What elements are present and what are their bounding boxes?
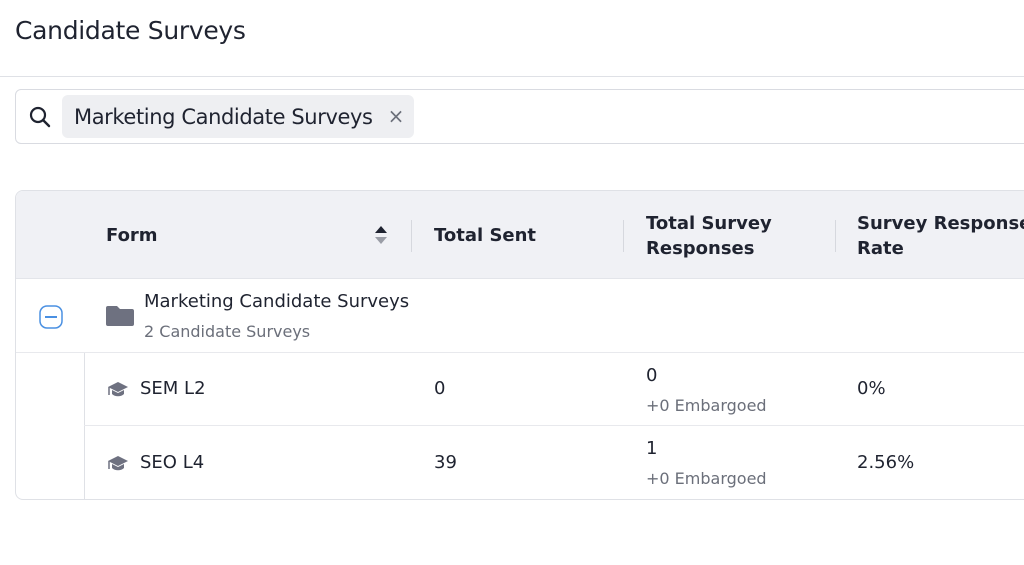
embargoed-count: +0 Embargoed bbox=[646, 469, 767, 488]
total-responses: 1 bbox=[646, 438, 658, 459]
total-responses: 0 bbox=[646, 365, 658, 386]
graduation-cap-icon bbox=[108, 456, 128, 471]
group-row[interactable]: Marketing Candidate Surveys 2 Candidate … bbox=[16, 279, 1024, 353]
response-rate: 2.56% bbox=[857, 452, 915, 473]
group-subtitle: 2 Candidate Surveys bbox=[144, 322, 311, 341]
table-row[interactable]: SEM L2 0 0 +0 Embargoed 0% bbox=[84, 353, 1024, 426]
column-divider bbox=[411, 220, 412, 252]
table-row[interactable]: SEO L4 39 1 +0 Embargoed 2.56% bbox=[84, 426, 1024, 499]
form-name[interactable]: SEM L2 bbox=[140, 378, 206, 399]
column-divider bbox=[623, 220, 624, 252]
table-header: Form Total Sent Total Survey Responses S… bbox=[16, 191, 1024, 279]
nesting-line bbox=[84, 353, 85, 499]
column-divider bbox=[835, 220, 836, 252]
divider bbox=[0, 76, 1024, 77]
surveys-table: Form Total Sent Total Survey Responses S… bbox=[15, 190, 1024, 500]
total-sent: 39 bbox=[434, 452, 457, 473]
collapse-icon[interactable] bbox=[39, 305, 63, 329]
total-sent: 0 bbox=[434, 378, 446, 399]
filter-chip: Marketing Candidate Surveys × bbox=[62, 95, 414, 138]
group-name[interactable]: Marketing Candidate Surveys bbox=[144, 291, 410, 312]
column-header-total-sent[interactable]: Total Sent bbox=[434, 225, 537, 246]
column-header-total-responses[interactable]: Total Survey Responses bbox=[646, 213, 772, 259]
sort-icon[interactable] bbox=[374, 224, 388, 246]
column-header-response-rate[interactable]: Survey Response Rate bbox=[857, 213, 1024, 259]
filter-chip-label: Marketing Candidate Surveys bbox=[74, 104, 373, 129]
form-name[interactable]: SEO L4 bbox=[140, 452, 205, 473]
graduation-cap-icon bbox=[108, 382, 128, 397]
page-title: Candidate Surveys bbox=[15, 16, 246, 45]
search-icon bbox=[29, 106, 51, 128]
column-header-form[interactable]: Form bbox=[106, 225, 158, 246]
search-input[interactable]: Marketing Candidate Surveys × bbox=[15, 89, 1024, 144]
folder-icon bbox=[106, 306, 134, 326]
close-icon[interactable]: × bbox=[387, 104, 405, 128]
embargoed-count: +0 Embargoed bbox=[646, 396, 767, 415]
response-rate: 0% bbox=[857, 378, 886, 399]
